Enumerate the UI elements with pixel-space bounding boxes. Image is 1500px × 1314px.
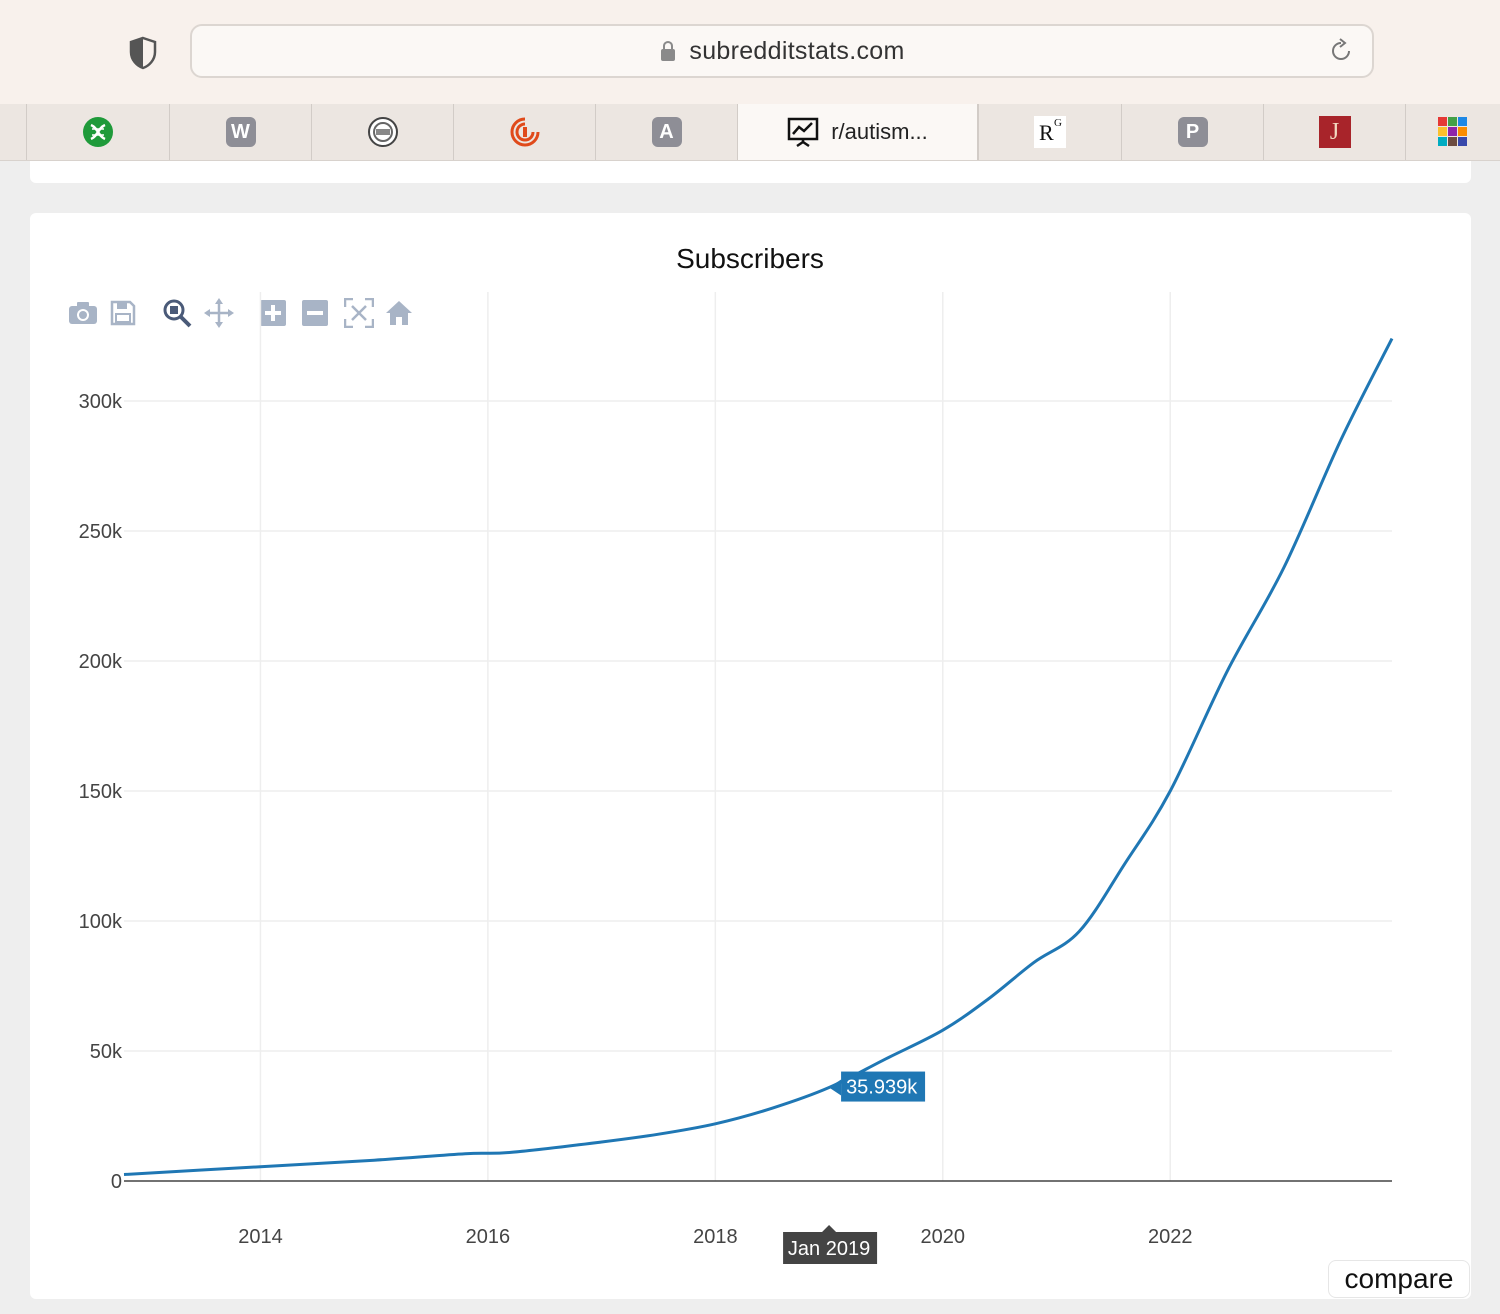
reload-icon[interactable] [1328, 38, 1354, 64]
hover-arrow [829, 1079, 842, 1096]
tab-10[interactable] [1405, 104, 1500, 160]
chart-modebar [66, 296, 416, 330]
y-tick-label: 0 [111, 1171, 122, 1193]
tab-3[interactable] [311, 104, 453, 160]
autoscale-icon[interactable] [342, 296, 376, 330]
tab-8[interactable]: P [1121, 104, 1263, 160]
tab-1[interactable] [26, 104, 169, 160]
subscribers-card [30, 213, 1471, 1299]
home-icon[interactable] [382, 296, 416, 330]
lock-icon [661, 40, 676, 61]
hover-x-arrow [821, 1225, 838, 1233]
researchgate-icon: R G [1034, 116, 1066, 148]
tab-9[interactable]: J [1263, 104, 1405, 160]
letter-a-icon: A [651, 117, 682, 147]
compare-button[interactable]: compare [1328, 1260, 1470, 1298]
letter-w-icon: W [225, 117, 256, 147]
presentation-chart-icon [787, 117, 819, 148]
y-tick-label: 300k [79, 391, 123, 413]
x-tick-label: 2022 [1148, 1226, 1193, 1248]
camera-icon[interactable] [66, 296, 100, 330]
x-tick-label: 2014 [238, 1226, 283, 1248]
orange-spiral-icon [510, 117, 539, 147]
x-tick-label: 2020 [921, 1226, 966, 1248]
hover-x-box [783, 1232, 878, 1264]
tab-label: r/autism... [831, 119, 928, 144]
hover-value-tooltip: 35.939k [829, 1071, 926, 1102]
hover-value-label: 35.939k [846, 1077, 918, 1099]
url-text: subredditstats.com [689, 36, 905, 65]
pan-icon[interactable] [202, 296, 236, 330]
y-tick-label: 200k [79, 651, 123, 673]
y-tick-label: 50k [90, 1041, 123, 1063]
hover-x-label-text: Jan 2019 [788, 1238, 870, 1260]
page-content [0, 161, 1500, 1314]
previous-card [30, 161, 1471, 183]
zoom-icon[interactable] [160, 296, 194, 330]
zoom-out-icon[interactable] [298, 296, 332, 330]
hover-box [841, 1071, 926, 1102]
chart-gridlines [124, 292, 1392, 1181]
y-tick-label: 150k [79, 781, 123, 803]
green-helix-icon [83, 117, 113, 147]
red-j-icon: J [1318, 116, 1351, 148]
zoom-in-icon[interactable] [256, 296, 290, 330]
letter-p-icon: P [1177, 117, 1208, 147]
address-bar[interactable]: subredditstats.com [190, 24, 1374, 78]
browser-toolbar: subredditstats.com [0, 0, 1500, 104]
y-tick-label: 100k [79, 911, 123, 933]
chart-title: Subscribers [676, 243, 824, 274]
privacy-shield-icon[interactable] [128, 36, 158, 70]
series-line [123, 337, 1394, 1176]
tab-5[interactable]: A [595, 104, 737, 160]
hover-x-label: Jan 2019 [783, 1225, 878, 1264]
round-logo-icon [367, 117, 398, 147]
save-icon[interactable] [106, 296, 140, 330]
tab-7[interactable]: R G [978, 104, 1121, 160]
color-grid-icon [1438, 117, 1467, 146]
y-tick-label: 250k [79, 521, 123, 543]
tab-r-autism[interactable]: r/autism... [737, 104, 978, 160]
x-tick-label: 2016 [466, 1226, 511, 1248]
tab-bar: W A r/autism... R G P [0, 104, 1500, 161]
tab-2[interactable]: W [169, 104, 311, 160]
x-axis-ticks: 2014 2016 2018 2020 2022 [238, 1226, 1192, 1248]
tab-4[interactable] [453, 104, 595, 160]
x-tick-label: 2018 [693, 1226, 738, 1248]
y-axis-ticks: 0 50k 100k 150k 200k 250k 300k [79, 391, 123, 1193]
